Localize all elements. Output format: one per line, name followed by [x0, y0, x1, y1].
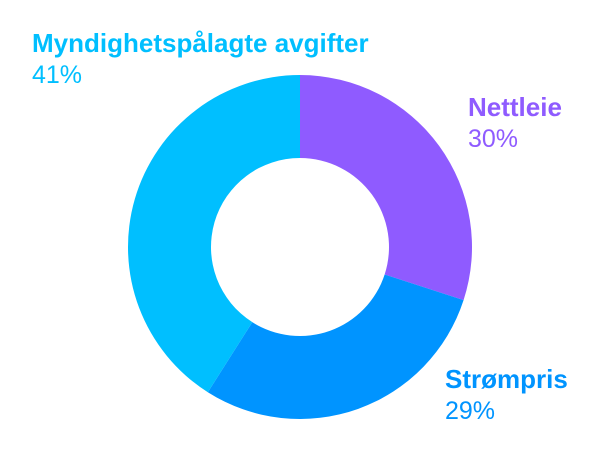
slice-label-nettleie: Nettleie 30%: [468, 92, 562, 154]
slice-value: 30%: [468, 124, 519, 153]
slice-myndighetsp-lagte-avgifter: [128, 75, 300, 393]
slice-value: 41%: [32, 60, 83, 89]
slice-label-strompris: Strømpris 29%: [445, 364, 568, 426]
slice-name: Strømpris: [445, 364, 568, 394]
slice-nettleie: [300, 75, 472, 301]
slice-name: Myndighetspålagte avgifter: [32, 28, 369, 58]
slice-label-myndighetspalagte-avgifter: Myndighetspålagte avgifter 41%: [32, 28, 369, 90]
slice-name: Nettleie: [468, 92, 562, 122]
slice-value: 29%: [445, 396, 496, 425]
slice-str-mpris: [207, 274, 464, 419]
